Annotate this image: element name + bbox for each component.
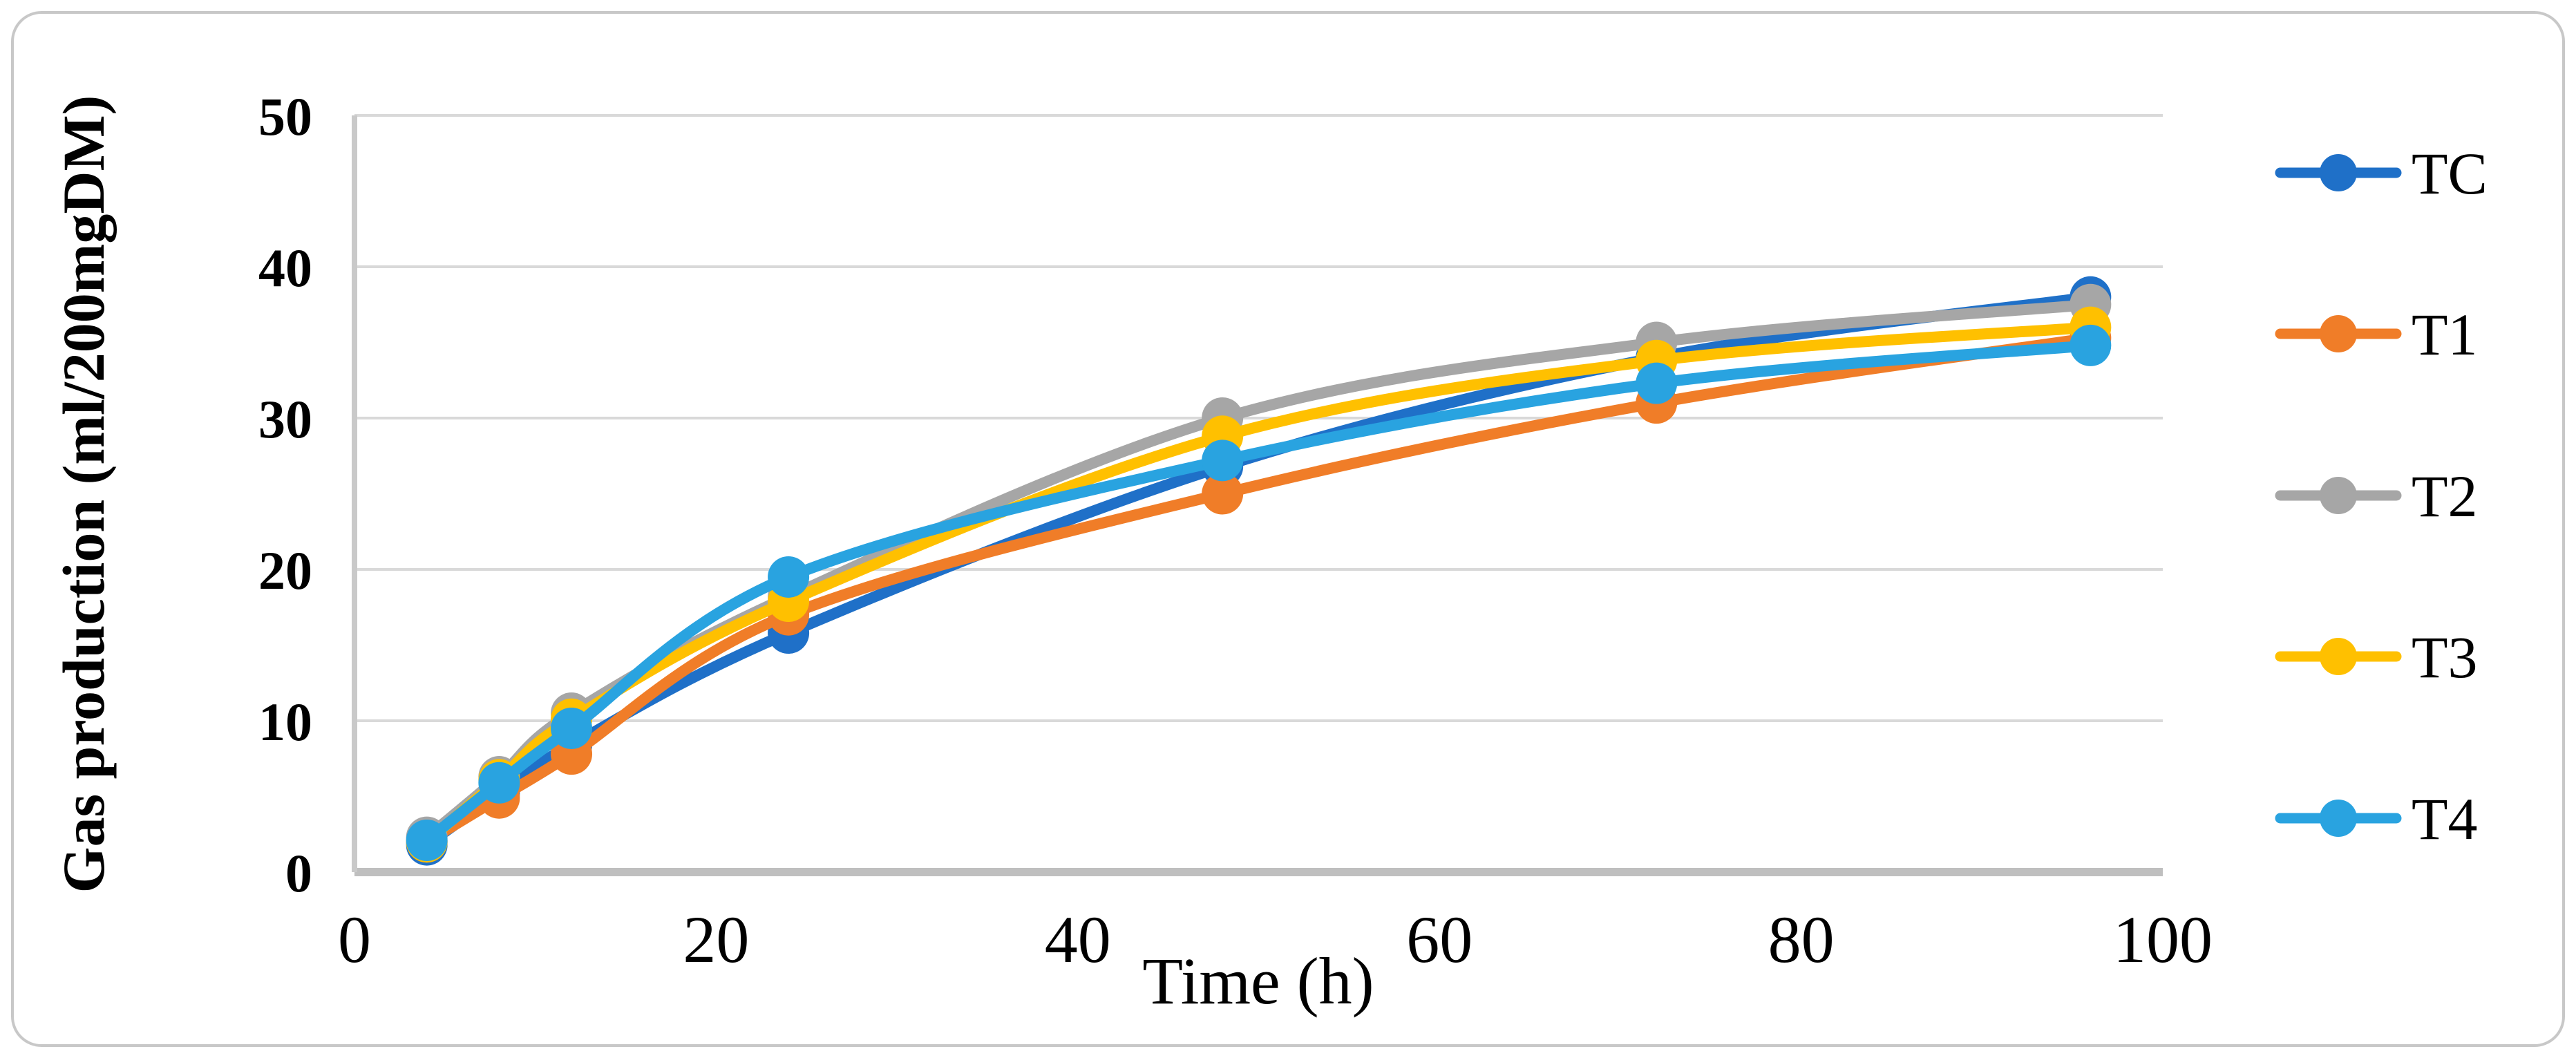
x-tick-label-80: 80 — [1768, 903, 1835, 976]
legend-label-T3: T3 — [2412, 624, 2478, 690]
legend-item-T2: T2 — [2275, 463, 2478, 529]
y-tick-label-50: 50 — [258, 86, 312, 147]
legend-label-T4: T4 — [2412, 786, 2478, 852]
data-point-T4-x48 — [1202, 440, 1244, 482]
x-tick-label-40: 40 — [1045, 903, 1111, 976]
legend-label-T1: T1 — [2412, 301, 2478, 368]
legend-marker-TC — [2320, 154, 2357, 191]
x-tick-label-60: 60 — [1406, 903, 1472, 976]
legend-label-T2: T2 — [2412, 463, 2478, 529]
y-axis-title: Gas production (ml/200mgDM) — [50, 95, 117, 894]
data-point-T4-x4 — [406, 820, 448, 862]
data-point-T4-x72 — [1636, 362, 1678, 404]
legend-item-T1: T1 — [2275, 301, 2478, 368]
data-point-T4-x12 — [551, 707, 593, 749]
legend-marker-T2 — [2320, 477, 2357, 514]
legend-label-TC: TC — [2412, 140, 2488, 207]
y-tick-label-0: 0 — [285, 843, 312, 903]
legend: TC T1 T2 T3 T4 — [2275, 140, 2488, 852]
legend-marker-T3 — [2320, 638, 2357, 675]
y-tick-label-40: 40 — [258, 238, 312, 298]
x-tick-label-0: 0 — [338, 903, 371, 976]
tick-labels-layer: 0 10 20 30 40 50 0 20 40 60 80 100 — [258, 86, 2213, 976]
legend-item-TC: TC — [2275, 140, 2488, 207]
x-tick-label-20: 20 — [683, 903, 749, 976]
legend-marker-T4 — [2320, 800, 2357, 837]
y-tick-label-20: 20 — [258, 540, 312, 601]
series-line-TC — [421, 291, 2096, 851]
gridlines-layer — [352, 114, 2163, 876]
data-point-T4-x96 — [2070, 324, 2112, 366]
legend-item-T3: T3 — [2275, 624, 2478, 690]
series-line-T3 — [421, 321, 2096, 848]
legend-item-T4: T4 — [2275, 786, 2478, 852]
legend-marker-T1 — [2320, 315, 2357, 352]
data-point-T1-x48 — [1202, 473, 1244, 515]
data-point-T4-x8 — [478, 762, 520, 804]
y-tick-label-30: 30 — [258, 389, 312, 449]
figure-border — [11, 11, 2565, 1047]
series-line-T4 — [421, 339, 2096, 847]
series-layer — [406, 276, 2112, 866]
y-tick-label-10: 10 — [258, 692, 312, 752]
x-tick-label-100: 100 — [2113, 903, 2213, 976]
series-line-T1 — [421, 332, 2096, 848]
x-axis-title: Time (h) — [1142, 944, 1374, 1018]
data-point-T4-x24 — [768, 556, 810, 598]
